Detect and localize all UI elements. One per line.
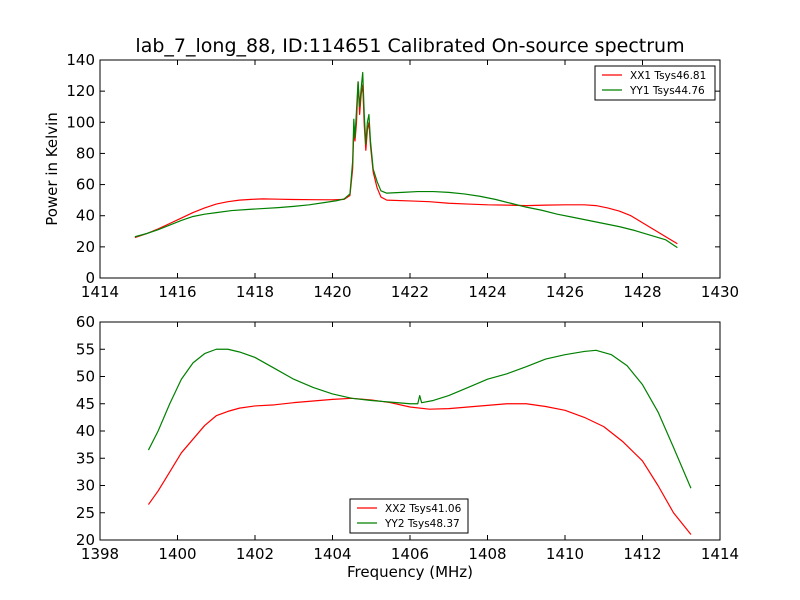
y-tick-label: 35 xyxy=(76,449,95,467)
x-axis-label: Frequency (MHz) xyxy=(347,563,473,581)
legend-entry: YY1 Tsys44.76 xyxy=(629,85,705,97)
x-tick-label: 1400 xyxy=(158,545,196,563)
y-tick-label: 20 xyxy=(76,531,95,549)
y-tick-label: 55 xyxy=(76,340,95,358)
legend-entry: XX1 Tsys46.81 xyxy=(630,70,706,82)
y-tick-label: 40 xyxy=(76,422,95,440)
y-tick-label: 40 xyxy=(76,207,95,225)
x-tick-label: 1408 xyxy=(468,545,506,563)
x-tick-label: 1426 xyxy=(546,283,584,301)
x-tick-label: 1406 xyxy=(391,545,429,563)
x-tick-label: 1424 xyxy=(468,283,506,301)
legend: XX1 Tsys46.81 YY1 Tsys44.76 xyxy=(594,65,716,101)
y-tick-label: 100 xyxy=(66,113,95,131)
legend: XX2 Tsys41.06 YY2 Tsys48.37 xyxy=(349,498,469,534)
y-tick-label: 45 xyxy=(76,395,95,413)
top-panel: 1414 1416 1418 1420 1422 1424 1426 1428 1430 0 20 4… xyxy=(43,35,739,301)
legend-box xyxy=(349,498,469,534)
x-tick-label: 1402 xyxy=(236,545,274,563)
legend-entry: YY2 Tsys48.37 xyxy=(384,518,460,530)
chart-title: lab_7_long_88, ID:114651 Calibrated On-s… xyxy=(135,35,684,57)
y-axis-label: Power in Kelvin xyxy=(43,112,61,226)
y-tick-label: 60 xyxy=(76,313,95,331)
y-tick-label: 25 xyxy=(76,504,95,522)
series-line-yy1-tsys44-76 xyxy=(134,71,678,249)
y-tick-label: 20 xyxy=(76,238,95,256)
y-tick-label: 60 xyxy=(76,176,95,194)
y-tick-label: 0 xyxy=(85,269,95,287)
y-tick-label: 140 xyxy=(66,51,95,69)
legend-entry: XX2 Tsys41.06 xyxy=(385,503,462,515)
x-tick-label: 1412 xyxy=(623,545,661,563)
y-tick-label: 30 xyxy=(76,477,95,495)
x-tick-label: 1416 xyxy=(158,283,196,301)
y-tick-label: 80 xyxy=(76,144,95,162)
series-line-yy2-tsys48-37 xyxy=(147,348,692,489)
bottom-panel: 1398 1400 1402 1404 1406 1408 1410 1412 1414 20 25… xyxy=(76,313,739,581)
legend-box xyxy=(594,65,716,101)
x-tick-label: 1414 xyxy=(701,545,739,563)
x-tick-label: 1430 xyxy=(701,283,739,301)
x-tick-label: 1418 xyxy=(236,283,274,301)
x-tick-label: 1422 xyxy=(391,283,429,301)
x-tick-label: 1414 xyxy=(81,283,119,301)
x-tick-label: 1428 xyxy=(623,283,661,301)
y-tick-label: 50 xyxy=(76,368,95,386)
x-tick-label: 1398 xyxy=(81,545,119,563)
x-tick-label: 1404 xyxy=(313,545,351,563)
y-tick-label: 120 xyxy=(66,82,95,100)
x-tick-label: 1420 xyxy=(313,283,351,301)
x-tick-label: 1410 xyxy=(546,545,584,563)
